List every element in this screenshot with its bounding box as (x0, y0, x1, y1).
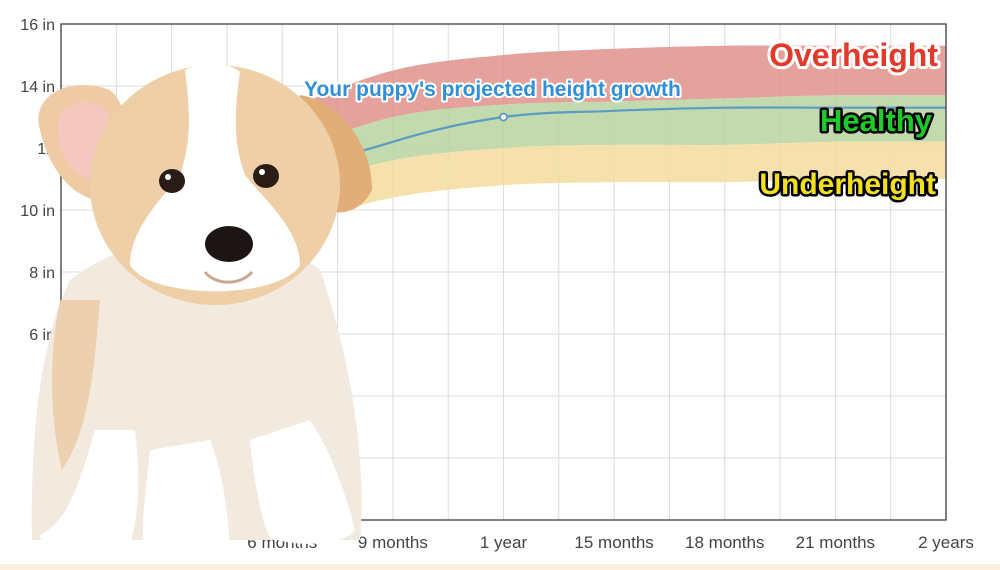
puppy-left-eye (159, 169, 185, 193)
y-tick-label: 16 in (20, 17, 55, 34)
band-healthy (282, 95, 946, 192)
annotation-label: Underheight (759, 168, 936, 201)
puppy-right-eye (253, 164, 279, 188)
y-tick-label: 6 in (29, 327, 55, 344)
x-tick-label: 18 months (685, 533, 764, 552)
puppy-right-eye-glint (259, 169, 265, 175)
bottom-strip (0, 564, 1000, 570)
x-tick-label: 2 years (918, 533, 974, 552)
band-overheight (282, 45, 946, 155)
puppy-left-eye-glint (165, 174, 171, 180)
puppy-front-leg (142, 440, 230, 559)
x-tick-label: 21 months (796, 533, 875, 552)
projected-growth-marker (499, 112, 508, 122)
puppy-mouth (203, 270, 254, 284)
y-tick-label: 10 in (20, 203, 55, 220)
puppy-left-leg (40, 430, 139, 552)
annotation-label: Your puppy's projected height growth (304, 78, 681, 101)
annotation-label: Healthy (820, 103, 933, 138)
puppy-body-shade (51, 300, 100, 470)
y-tick-label: 14 in (20, 79, 55, 96)
x-tick-label: 9 months (358, 533, 428, 552)
band-underheight (282, 141, 946, 229)
annotation-label: Overheight (769, 37, 938, 73)
y-tick-label: 8 in (29, 265, 55, 282)
x-tick-label: 1 year (480, 533, 528, 552)
puppy-face-blaze (130, 64, 300, 292)
puppy-nose (205, 226, 253, 262)
puppy-right-leg (250, 420, 355, 544)
x-tick-label: 15 months (574, 533, 653, 552)
puppy-photo (31, 64, 372, 559)
plot-border (60, 23, 947, 521)
